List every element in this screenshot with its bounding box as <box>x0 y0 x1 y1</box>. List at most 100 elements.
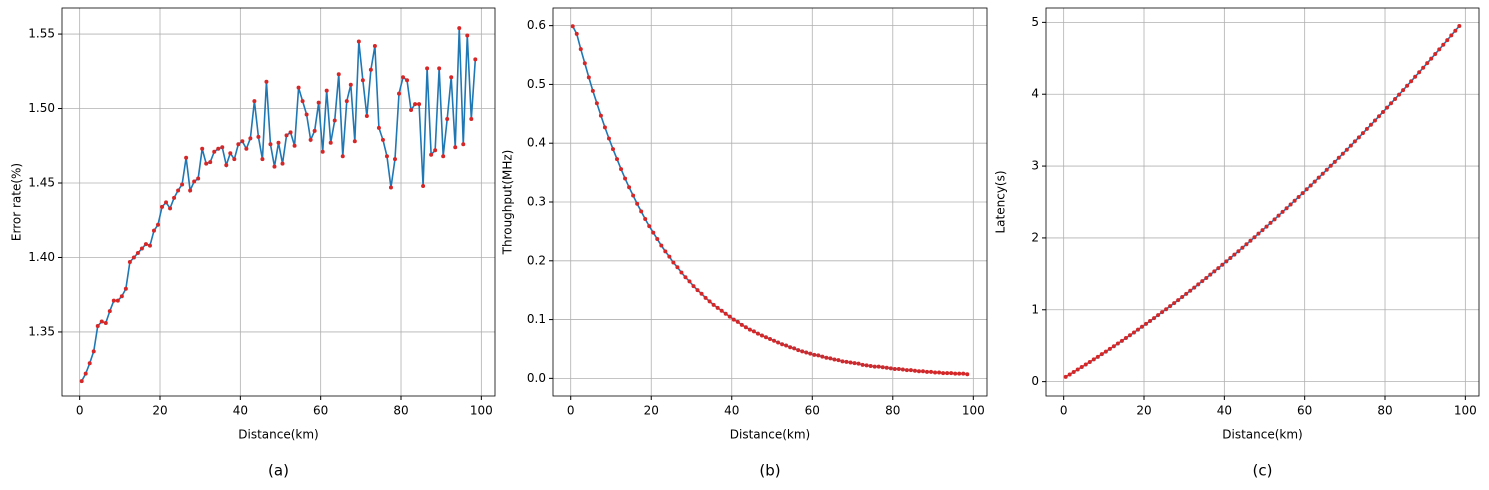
data-point <box>860 362 865 367</box>
data-point <box>1272 217 1277 222</box>
data-point <box>868 364 873 369</box>
data-point <box>574 31 579 36</box>
x-tick-label: 0 <box>567 404 575 418</box>
data-point <box>155 222 160 227</box>
data-point <box>1139 324 1144 329</box>
data-point <box>598 113 603 118</box>
data-point <box>1192 285 1197 290</box>
data-point <box>192 179 197 184</box>
data-point <box>1364 126 1369 131</box>
y-tick-label: 0.5 <box>527 77 546 91</box>
data-point <box>352 139 357 144</box>
data-point <box>1244 242 1249 247</box>
data-point <box>1421 65 1426 70</box>
y-tick-label: 1 <box>1031 302 1039 316</box>
data-point <box>107 309 112 314</box>
y-tick-label: 4 <box>1031 87 1039 101</box>
data-point <box>908 368 913 373</box>
data-point <box>755 331 760 336</box>
data-point <box>1083 362 1088 367</box>
x-tick-label: 100 <box>962 404 985 418</box>
data-point <box>256 134 261 139</box>
data-point <box>292 143 297 148</box>
data-point <box>356 39 361 44</box>
data-point <box>719 308 724 313</box>
x-tick-label: 60 <box>313 404 328 418</box>
data-point <box>392 157 397 162</box>
data-point <box>1091 357 1096 362</box>
data-point <box>852 361 857 366</box>
data-point <box>208 160 213 165</box>
data-point <box>1135 327 1140 332</box>
x-tick-label: 0 <box>1060 404 1068 418</box>
y-axis-label: Error rate(%) <box>10 163 24 241</box>
data-point <box>856 361 861 366</box>
data-point <box>425 66 430 71</box>
data-point <box>1164 307 1169 312</box>
data-point <box>1184 291 1189 296</box>
y-tick-label: 0.0 <box>527 371 546 385</box>
data-point <box>912 368 917 373</box>
data-point <box>594 101 599 106</box>
data-point <box>1328 163 1333 168</box>
y-tick-label: 0.3 <box>527 195 546 209</box>
data-point <box>364 113 369 118</box>
data-point <box>131 255 136 260</box>
data-point <box>925 369 930 374</box>
data-point <box>937 370 942 375</box>
data-point <box>929 369 934 374</box>
data-point <box>1264 224 1269 229</box>
data-point <box>578 47 583 52</box>
data-point <box>784 343 789 348</box>
data-point <box>1372 118 1377 123</box>
y-tick-label: 0.6 <box>527 18 546 32</box>
data-point <box>216 146 221 151</box>
data-point <box>176 188 181 193</box>
data-point <box>1208 272 1213 277</box>
data-point <box>248 136 253 141</box>
data-point <box>1280 209 1285 214</box>
data-point <box>1256 231 1261 236</box>
x-tick-label: 40 <box>233 404 248 418</box>
data-point <box>433 148 438 153</box>
y-tick-label: 5 <box>1031 15 1039 29</box>
data-point <box>743 325 748 330</box>
data-point <box>788 345 793 350</box>
data-point <box>671 260 676 265</box>
data-point <box>1236 249 1241 254</box>
data-point <box>1376 114 1381 119</box>
data-point <box>1144 321 1149 326</box>
data-point <box>1284 206 1289 211</box>
data-point <box>1087 359 1092 364</box>
x-tick-label: 20 <box>152 404 167 418</box>
data-point <box>437 66 442 71</box>
data-point <box>1445 38 1450 43</box>
data-point <box>691 284 696 289</box>
data-point <box>1160 310 1165 315</box>
data-point <box>151 228 156 233</box>
data-point <box>800 349 805 354</box>
data-point <box>280 161 285 166</box>
data-point <box>180 182 185 187</box>
data-point <box>1300 191 1305 196</box>
data-point <box>336 72 341 77</box>
data-point <box>1288 202 1293 207</box>
data-point <box>264 79 269 84</box>
data-point <box>300 99 305 104</box>
plot: 0 20 40 60 80 100 0 1 2 3 4 5 Distance(km) Latency(s)… <box>994 7 1480 480</box>
data-point <box>582 61 587 66</box>
data-point <box>123 286 128 291</box>
data-point <box>360 78 365 83</box>
y-axis-label: Throughput(MHz) <box>501 150 515 256</box>
data-point <box>1397 92 1402 97</box>
x-tick-label: 20 <box>1136 404 1151 418</box>
data-point <box>727 314 732 319</box>
data-point <box>1332 159 1337 164</box>
data-point <box>1320 171 1325 176</box>
data-point <box>320 149 325 154</box>
y-tick-label: 1.55 <box>28 27 55 41</box>
data-point <box>864 363 869 368</box>
caption: (a) <box>268 462 289 480</box>
data-point <box>1099 352 1104 357</box>
data-point <box>1340 151 1345 156</box>
